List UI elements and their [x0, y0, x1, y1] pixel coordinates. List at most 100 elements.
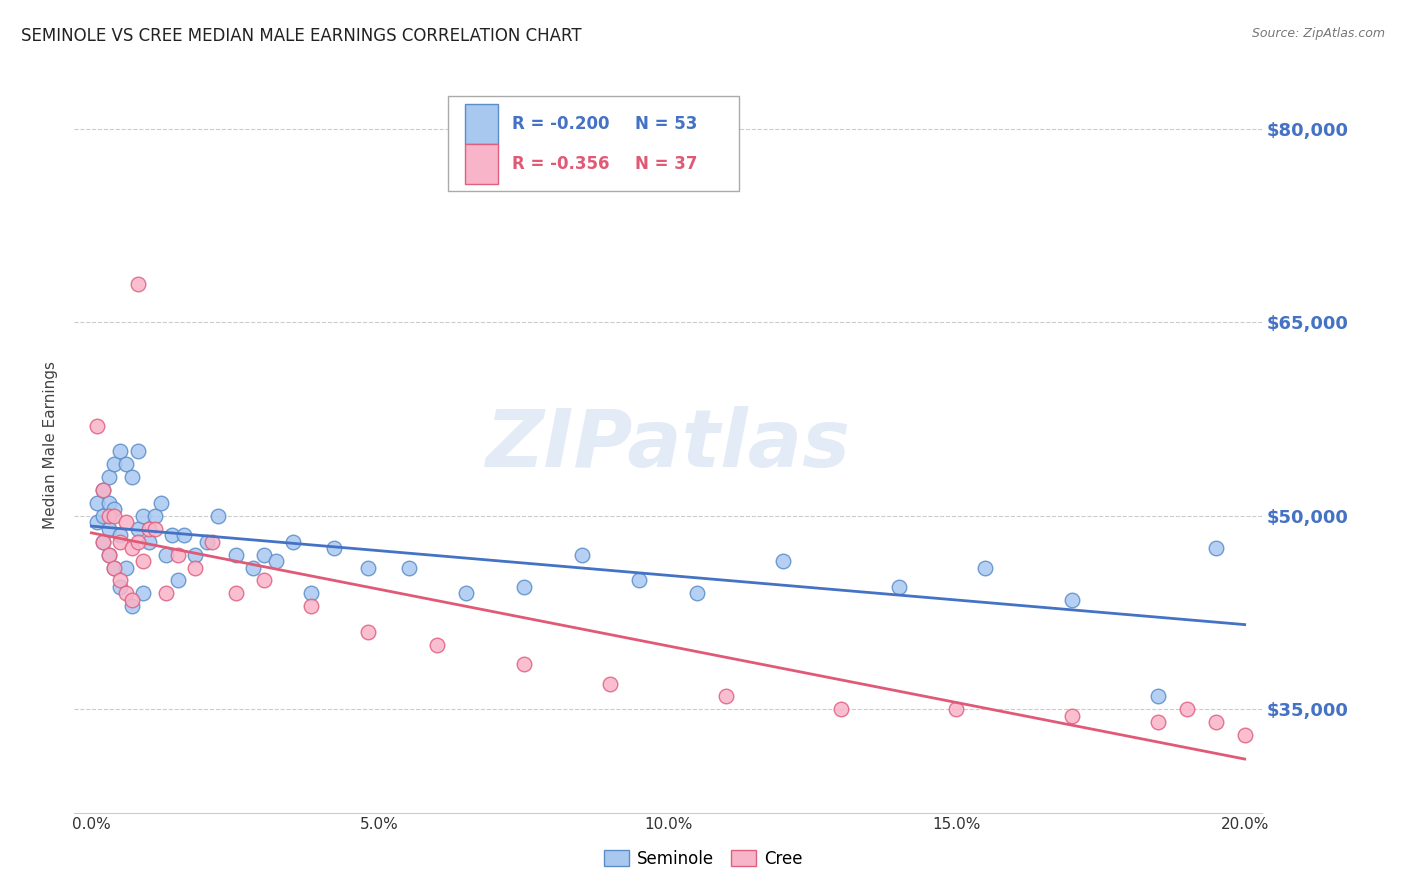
Point	[121, 470, 143, 484]
Point	[195, 534, 218, 549]
Point	[184, 560, 207, 574]
Point	[283, 534, 305, 549]
Point	[225, 586, 247, 600]
Point	[103, 458, 125, 472]
Bar	[465, 144, 498, 185]
Point	[143, 508, 166, 523]
Point	[110, 534, 132, 549]
Text: N = 53: N = 53	[634, 115, 697, 133]
Point	[974, 560, 997, 574]
Point	[132, 554, 155, 568]
Point	[167, 548, 190, 562]
Y-axis label: Median Male Earnings: Median Male Earnings	[44, 361, 58, 529]
Point	[91, 508, 114, 523]
Point	[138, 522, 160, 536]
Point	[1233, 728, 1256, 742]
Point	[201, 534, 224, 549]
Point	[357, 560, 380, 574]
Point	[253, 574, 276, 588]
Point	[253, 548, 276, 562]
Point	[115, 560, 138, 574]
Point	[127, 534, 149, 549]
Point	[426, 638, 449, 652]
Point	[86, 496, 108, 510]
Point	[97, 548, 120, 562]
Point	[91, 534, 114, 549]
Point	[1147, 715, 1170, 730]
Point	[86, 418, 108, 433]
Point	[149, 496, 172, 510]
Bar	[465, 103, 498, 144]
Point	[110, 580, 132, 594]
Point	[207, 508, 229, 523]
Point	[160, 528, 183, 542]
Point	[103, 560, 125, 574]
Point	[456, 586, 478, 600]
Point	[686, 586, 709, 600]
Point	[887, 580, 910, 594]
Text: R = -0.356: R = -0.356	[512, 155, 610, 173]
Point	[830, 702, 852, 716]
Point	[97, 470, 120, 484]
Point	[1060, 708, 1083, 723]
Text: ZIPatlas: ZIPatlas	[485, 406, 851, 484]
Point	[242, 560, 264, 574]
Text: Source: ZipAtlas.com: Source: ZipAtlas.com	[1251, 27, 1385, 40]
Point	[115, 458, 138, 472]
Point	[86, 516, 108, 530]
Text: R = -0.200: R = -0.200	[512, 115, 610, 133]
Point	[1205, 715, 1227, 730]
Point	[1060, 592, 1083, 607]
Point	[132, 508, 155, 523]
Point	[103, 508, 125, 523]
Point	[167, 574, 190, 588]
Point	[1205, 541, 1227, 556]
Point	[97, 522, 120, 536]
Point	[91, 483, 114, 497]
Point	[127, 444, 149, 458]
Point	[571, 548, 593, 562]
Point	[115, 586, 138, 600]
Point	[628, 574, 651, 588]
Point	[110, 574, 132, 588]
Point	[357, 625, 380, 640]
Point	[121, 599, 143, 614]
Point	[115, 516, 138, 530]
Point	[127, 522, 149, 536]
Point	[184, 548, 207, 562]
Point	[103, 502, 125, 516]
Point	[225, 548, 247, 562]
Text: N = 37: N = 37	[634, 155, 697, 173]
Point	[513, 657, 536, 672]
Point	[110, 444, 132, 458]
Point	[121, 541, 143, 556]
Point	[299, 599, 322, 614]
Point	[97, 508, 120, 523]
Point	[714, 690, 737, 704]
Point	[110, 528, 132, 542]
Point	[322, 541, 344, 556]
Point	[513, 580, 536, 594]
Point	[173, 528, 195, 542]
Point	[138, 534, 160, 549]
Point	[398, 560, 420, 574]
Point	[91, 483, 114, 497]
FancyBboxPatch shape	[449, 95, 740, 192]
Point	[772, 554, 794, 568]
Point	[91, 534, 114, 549]
Legend: Seminole, Cree: Seminole, Cree	[598, 844, 808, 875]
Point	[132, 586, 155, 600]
Point	[299, 586, 322, 600]
Point	[1175, 702, 1198, 716]
Point	[143, 522, 166, 536]
Point	[121, 592, 143, 607]
Point	[599, 676, 621, 690]
Point	[97, 548, 120, 562]
Point	[127, 277, 149, 291]
Point	[155, 586, 177, 600]
Point	[103, 560, 125, 574]
Point	[155, 548, 177, 562]
Point	[97, 496, 120, 510]
Point	[945, 702, 967, 716]
Text: SEMINOLE VS CREE MEDIAN MALE EARNINGS CORRELATION CHART: SEMINOLE VS CREE MEDIAN MALE EARNINGS CO…	[21, 27, 582, 45]
